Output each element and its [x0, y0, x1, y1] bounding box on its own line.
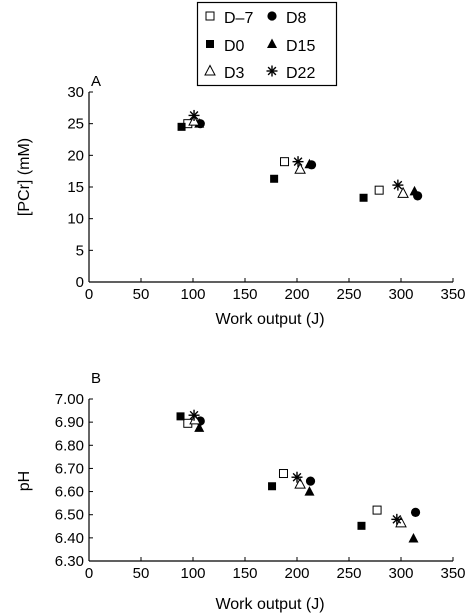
panel-b-x-tick-label: 350 — [440, 565, 465, 582]
panel-b-point-d22 — [188, 409, 200, 421]
panel-b-x-tick-label: 200 — [284, 565, 309, 582]
legend-item-d15: D15 — [267, 38, 315, 55]
panel-b-xlabel: Work output (J) — [215, 596, 324, 613]
panel-a-point-d15 — [304, 158, 315, 169]
panel-b-point-d-7 — [372, 505, 382, 515]
panel-b-point-d0 — [357, 521, 366, 530]
panel-b-point-d3 — [294, 477, 306, 489]
panel-b-y-tick-label: 6.50 — [55, 507, 84, 524]
panel-a: A [PCr] (mM) Work output (J) 0 50 100 150 20… — [16, 73, 466, 328]
legend-item-d22: D22 — [266, 65, 315, 82]
legend-entries: D–7 D8 D0 D15 D3 D22 — [204, 10, 315, 82]
panel-a-point-d0 — [359, 193, 368, 202]
panel-b-point-d0 — [268, 482, 277, 491]
panel-b-x-tick-label: 50 — [133, 565, 150, 582]
panel-a-x-tick-label: 100 — [180, 286, 205, 303]
legend-label-d22: D22 — [286, 65, 315, 82]
panel-b-point-d0 — [176, 412, 185, 421]
panel-a-point-d-7 — [374, 185, 384, 195]
legend-label-d3: D3 — [224, 65, 245, 82]
legend-item-d8: D8 — [267, 10, 307, 27]
panel-a-x-tick-label: 0 — [85, 286, 93, 303]
legend-marker-d-7 — [205, 11, 215, 21]
panel-a-point-d22 — [292, 156, 304, 168]
panel-b-y-tick-label: 7.00 — [55, 391, 84, 408]
panel-b-series-d15 — [194, 422, 419, 543]
legend-label-d0: D0 — [224, 38, 245, 55]
panel-a-y-tick-label: 10 — [67, 211, 84, 228]
legend-marker-d0 — [206, 40, 214, 48]
panel-b-point-d-7 — [278, 469, 288, 479]
panel-a-y-tick-label: 25 — [67, 116, 84, 133]
panel-b-ylabel: pH — [16, 471, 33, 491]
legend-marker-d22 — [266, 65, 278, 77]
panel-a-y-tick-label: 30 — [67, 84, 84, 101]
panel-b-point-d15 — [304, 486, 315, 496]
panel-a-x-tick-label: 300 — [388, 286, 413, 303]
legend-box — [196, 1, 338, 87]
panel-b-series-d22 — [188, 409, 403, 525]
legend-label-d-7: D–7 — [224, 10, 253, 27]
panel-b-point-d8 — [305, 476, 316, 486]
panel-a-point-d22 — [188, 109, 200, 121]
panel-a-y-tick-label: 5 — [76, 242, 84, 259]
panel-a-x-tick-label: 200 — [284, 286, 309, 303]
panel-a-point-d3 — [294, 162, 306, 174]
panel-b-point-d15 — [408, 533, 419, 543]
panel-a-x-tick-label: 150 — [232, 286, 257, 303]
panel-b: B pH Work output (J) 0 50 100 150 200 250 300 3… — [16, 370, 466, 613]
panel-b-point-d8 — [410, 507, 421, 517]
panel-a-point-d0 — [177, 122, 186, 131]
panel-b-point-d3 — [395, 516, 407, 528]
panel-b-point-d22 — [291, 471, 303, 483]
panel-a-y-tick-label: 15 — [67, 179, 84, 196]
panel-a-y-tick-label: 20 — [67, 147, 84, 164]
panel-a-xlabel: Work output (J) — [215, 311, 324, 328]
panel-b-y-tick-label: 6.80 — [55, 437, 84, 454]
panel-b-label: B — [91, 370, 101, 387]
panel-b-point-d22 — [391, 513, 403, 525]
panel-a-label: A — [91, 73, 101, 90]
legend-item-d0: D0 — [206, 38, 245, 55]
panel-b-x-tick-label: 100 — [180, 565, 205, 582]
panel-a-series-d15 — [194, 118, 420, 196]
panel-a-y-tick-label: 0 — [76, 274, 84, 291]
panel-a-ylabel: [PCr] (mM) — [16, 138, 33, 216]
panel-b-series-d-7 — [183, 418, 382, 515]
panel-a-x-tick-label: 50 — [133, 286, 150, 303]
panel-a-point-d0 — [270, 174, 279, 183]
panel-b-series-d0 — [176, 412, 366, 530]
legend-label-d8: D8 — [286, 10, 307, 27]
legend-item-d-7: D–7 — [205, 10, 253, 27]
panel-a-series-d22 — [188, 109, 404, 191]
legend-marker-d8 — [267, 11, 277, 21]
legend-marker-d15 — [267, 38, 277, 48]
panel-b-y-tick-label: 6.30 — [55, 553, 84, 570]
panel-b-y-tick-label: 6.40 — [55, 530, 84, 547]
legend-label-d15: D15 — [286, 38, 315, 55]
panel-a-series-d0 — [177, 122, 368, 202]
panel-a-point-d3 — [397, 186, 409, 198]
panel-a-point-d22 — [392, 179, 404, 191]
panel-b-x-tick-label: 250 — [336, 565, 361, 582]
panel-b-y-tick-label: 6.70 — [55, 460, 84, 477]
panel-b-y-tick-label: 6.90 — [55, 414, 84, 431]
panel-a-point-d15 — [409, 185, 420, 196]
panel-b-x-tick-label: 300 — [388, 565, 413, 582]
panel-b-x-tick-label: 150 — [232, 565, 257, 582]
legend-item-d3: D3 — [204, 64, 245, 82]
legend-marker-d3 — [204, 64, 216, 76]
panel-b-series-d8 — [195, 416, 421, 517]
panel-a-series-d-7 — [183, 119, 384, 195]
panel-b-y-tick-label: 6.60 — [55, 484, 84, 501]
panel-b-point-d15 — [194, 422, 205, 432]
panel-a-x-tick-label: 350 — [440, 286, 465, 303]
legend: D–7 D8 D0 D15 D3 D22 — [196, 1, 338, 87]
panel-a-x-tick-label: 250 — [336, 286, 361, 303]
panel-a-point-d-7 — [280, 157, 290, 167]
panel-b-x-tick-label: 0 — [85, 565, 93, 582]
